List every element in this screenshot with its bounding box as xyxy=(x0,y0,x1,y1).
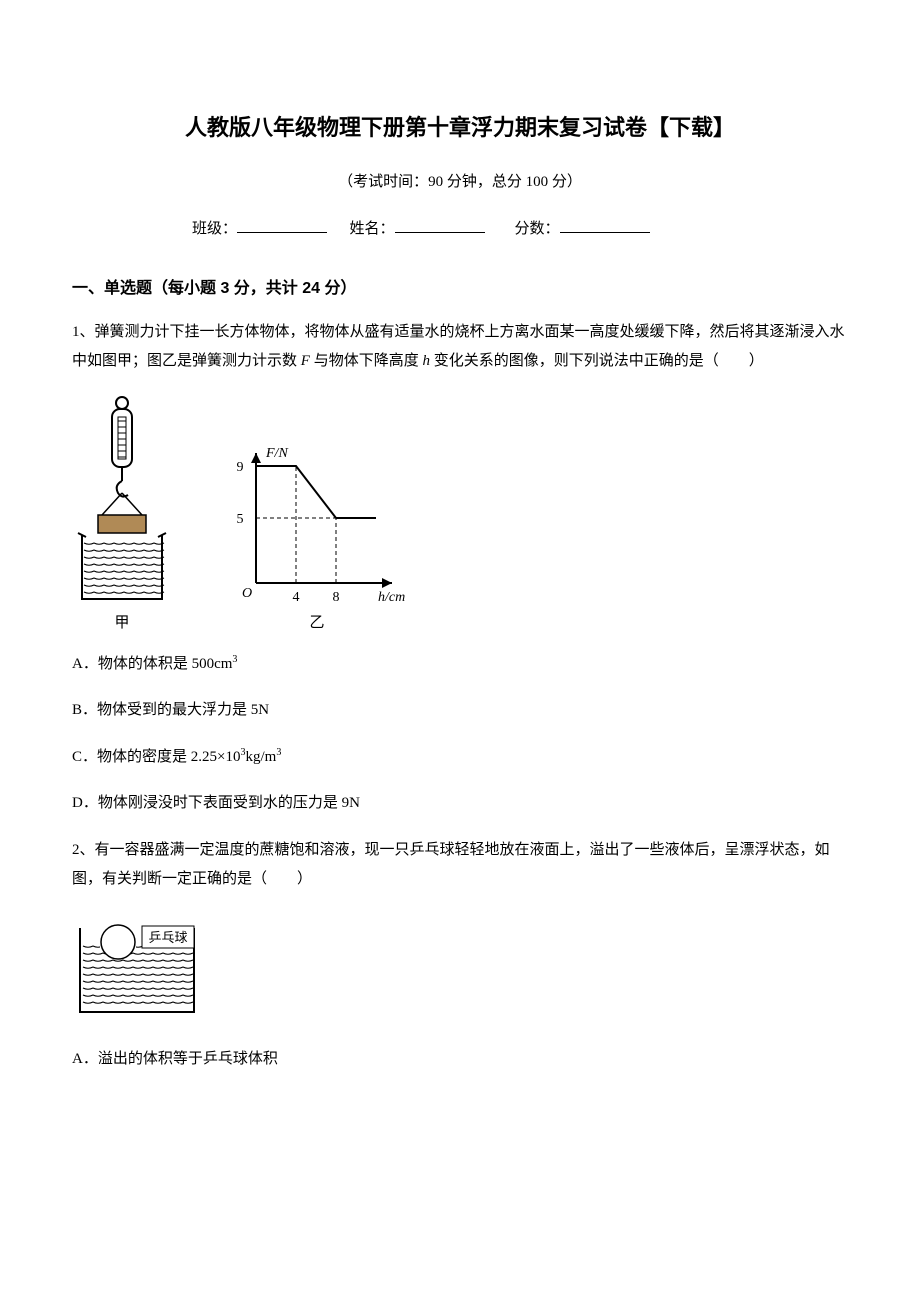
svg-text:h/cm: h/cm xyxy=(378,590,405,605)
svg-text:8: 8 xyxy=(333,590,340,605)
svg-text:F/N: F/N xyxy=(265,446,288,461)
name-label: 姓名： xyxy=(350,221,395,237)
name-blank[interactable] xyxy=(395,218,485,233)
q2-stem: 2、有一容器盛满一定温度的蔗糖饱和溶液，现一只乒乓球轻轻地放在液面上，溢出了一些… xyxy=(72,836,848,895)
class-label: 班级： xyxy=(192,221,237,237)
q2-figure-wrap: 乒乓球 xyxy=(72,912,848,1027)
q1-figures: 甲 F/N h/cm O 5 9 4 8 乙 xyxy=(72,395,848,632)
q2-optA: A．溢出的体积等于乒乓球体积 xyxy=(72,1045,848,1074)
q1-stem: 1、弹簧测力计下挂一长方体物体，将物体从盛有适量水的烧杯上方离水面某一高度处缓缓… xyxy=(72,318,848,377)
svg-text:乒乓球: 乒乓球 xyxy=(148,930,187,945)
svg-text:O: O xyxy=(242,586,252,601)
q1-caption-left: 甲 xyxy=(114,611,129,632)
q1-stem-mid: 与物体下降高度 xyxy=(310,353,423,369)
q2-options: A．溢出的体积等于乒乓球体积 xyxy=(72,1045,848,1074)
class-blank[interactable] xyxy=(237,218,327,233)
q1-options: A．物体的体积是 500cm3 B．物体受到的最大浮力是 5N C．物体的密度是… xyxy=(72,650,848,818)
q1-optC: C．物体的密度是 2.25×103kg/m3 xyxy=(72,743,848,772)
q1-optC-mid: kg/m xyxy=(245,749,276,765)
page-title: 人教版八年级物理下册第十章浮力期末复习试卷【下载】 xyxy=(72,110,848,142)
q1-optC-pre: C．物体的密度是 2.25×10 xyxy=(72,749,240,765)
score-label: 分数： xyxy=(515,221,560,237)
q1-optA-sup: 3 xyxy=(232,654,237,665)
q1-stem-post: 变化关系的图像，则下列说法中正确的是（ ） xyxy=(430,353,764,369)
q1-optA: A．物体的体积是 500cm3 xyxy=(72,650,848,679)
q1-var-h: h xyxy=(422,353,430,369)
q1-var-F: F xyxy=(301,353,310,369)
score-blank[interactable] xyxy=(560,218,650,233)
svg-text:9: 9 xyxy=(237,460,244,475)
q1-optB: B．物体受到的最大浮力是 5N xyxy=(72,696,848,725)
q1-optA-text: A．物体的体积是 500cm xyxy=(72,656,232,672)
q1-figure-apparatus xyxy=(72,395,172,605)
q2-figure: 乒乓球 xyxy=(72,912,202,1022)
q1-optD: D．物体刚浸没时下表面受到水的压力是 9N xyxy=(72,789,848,818)
q1-caption-right: 乙 xyxy=(309,611,324,632)
svg-text:4: 4 xyxy=(293,590,300,605)
svg-text:5: 5 xyxy=(237,512,244,527)
q1-figure-graph: F/N h/cm O 5 9 4 8 xyxy=(222,435,412,605)
exam-info: （考试时间：90 分钟，总分 100 分） xyxy=(72,170,848,191)
section-1-header: 一、单选题（每小题 3 分，共计 24 分） xyxy=(72,274,848,298)
student-info-row: 班级： 姓名： 分数： xyxy=(72,217,848,238)
q1-optC-sup2: 3 xyxy=(276,747,281,758)
